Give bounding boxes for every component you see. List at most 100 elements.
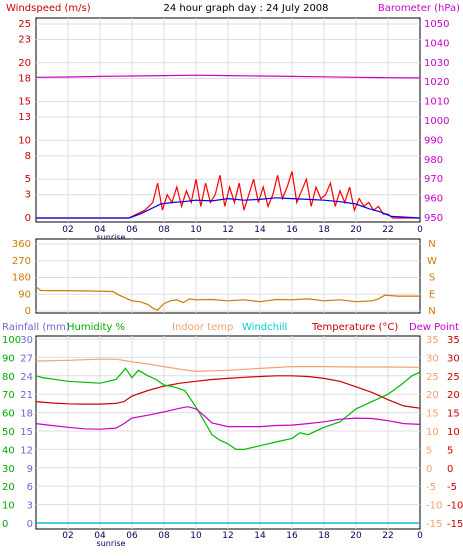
temperature-tick-label: 15: [447, 409, 460, 420]
rainfall-tick-label: 15: [20, 427, 33, 438]
x-tick-label: 06: [126, 225, 138, 235]
x-tick-label: 0: [417, 225, 423, 235]
legend-humidity: Humidity %: [67, 322, 125, 333]
temperature-tick-label: -15: [447, 519, 463, 530]
panel-1-left-axis: 0 3 5 8 10 13 15 18 20 23 25: [18, 19, 31, 224]
y-right-tick-label: 970: [424, 174, 443, 185]
panel-3-series: [35, 358, 421, 524]
y-left-tick-label: 23: [18, 35, 31, 46]
x-tick-label: 10: [190, 225, 202, 235]
y-left-tick-label: 0: [25, 213, 31, 224]
compass-tick-label: E: [429, 289, 435, 300]
x-tick-label: 14: [254, 531, 266, 541]
series-dew-point: [35, 406, 421, 430]
temperature-tick-label: 10: [447, 427, 460, 438]
x-tick-label: 12: [222, 225, 233, 235]
y-right-tick-label: 1020: [424, 77, 449, 88]
temperature-tick-label: 0: [447, 464, 453, 475]
y-left-tick-label: 25: [18, 19, 31, 30]
rainfall-tick-label: 6: [27, 482, 33, 493]
panel-1-title: 24 hour graph day : 24 July 2008: [163, 3, 328, 14]
legend-dew-point: Dew Point: [409, 322, 459, 333]
x-tick-label: 08: [158, 225, 170, 235]
y-left-tick-label: 13: [18, 112, 31, 123]
y-right-tick-label: 980: [424, 155, 443, 166]
y-left-tick-label: 0: [25, 306, 31, 317]
rainfall-tick-label: 12: [20, 445, 33, 456]
y-left-tick-label: 20: [18, 58, 31, 69]
humidity-tick-label: 40: [2, 445, 15, 456]
legend-windchill: Windchill: [242, 322, 287, 333]
temperature-tick-label: 10: [426, 427, 439, 438]
temperature-tick-label: -5: [447, 482, 457, 493]
humidity-tick-label: 60: [2, 409, 15, 420]
series-barometer-hpa: [35, 74, 421, 79]
rainfall-tick-label: 9: [27, 464, 33, 475]
temperature-tick-label: 0: [426, 464, 432, 475]
rainfall-tick-label: 30: [20, 335, 33, 346]
x-tick-label: 16: [286, 531, 298, 541]
x-tick-label: 10: [190, 531, 202, 541]
y-right-tick-label: 1010: [424, 97, 449, 108]
x-tick-label: 02: [62, 225, 73, 235]
rainfall-tick-label: 0: [27, 519, 33, 530]
temperature-tick-label: 35: [426, 335, 439, 346]
x-tick-label: 06: [126, 531, 138, 541]
humidity-tick-label: 0: [2, 519, 8, 530]
humidity-tick-label: 100: [2, 335, 21, 346]
y-left-tick-label: 15: [18, 97, 31, 108]
panel-3-x-axis: 02 04 06 08 10 12 14 16 18 20 22 0: [62, 531, 423, 541]
temperature-tick-label: 25: [447, 372, 460, 383]
y-left-tick-label: 18: [18, 73, 31, 84]
temperature-tick-label: 30: [447, 353, 460, 364]
panel-1-right-label: Barometer (hPa): [378, 3, 460, 14]
series-windspeed-m-s: [36, 171, 420, 219]
y-left-tick-label: 3: [25, 190, 31, 201]
legend-temperature: Temperature (°C): [311, 322, 398, 333]
panel-3-humidity-axis: 0 10 20 30 40 50 60 70 80 90 100: [2, 335, 21, 530]
legend-rainfall: Rainfall (mm): [2, 322, 70, 333]
temperature-tick-label: -5: [426, 482, 436, 493]
series-wind-direction: [35, 286, 420, 311]
rainfall-tick-label: 24: [20, 372, 33, 383]
temperature-tick-label: 25: [426, 372, 439, 383]
temperature-tick-label: 20: [426, 390, 439, 401]
humidity-tick-label: 10: [2, 501, 15, 512]
x-tick-label: 22: [382, 225, 393, 235]
y-right-tick-label: 1040: [424, 38, 449, 49]
humidity-tick-label: 80: [2, 372, 15, 383]
y-left-tick-label: 5: [25, 174, 31, 185]
y-right-tick-label: 960: [424, 194, 443, 205]
temperature-tick-label: -15: [426, 519, 442, 530]
y-right-tick-label: 1030: [424, 58, 449, 69]
y-right-tick-label: 1000: [424, 116, 449, 127]
series-indoor-temp: [35, 358, 421, 373]
compass-tick-label: N: [428, 239, 435, 250]
rainfall-tick-label: 21: [20, 390, 33, 401]
x-tick-label: 08: [158, 531, 170, 541]
panel-1-sunrise: sunrise: [97, 233, 126, 242]
panel-1-x-axis: 02 04 06 08 10 12 14 16 18 20 22 0: [62, 225, 423, 235]
panel-3-sunrise: sunrise: [97, 539, 126, 548]
x-tick-label: 0: [417, 531, 423, 541]
y-left-tick-label: 360: [12, 239, 31, 250]
temperature-tick-label: 5: [447, 445, 453, 456]
y-right-tick-label: 950: [424, 213, 443, 224]
y-left-tick-label: 270: [12, 256, 31, 267]
panel-2-left-axis: 0 90 180 270 360: [12, 239, 31, 317]
series-temperature-c: [35, 375, 421, 409]
temperature-tick-label: -10: [426, 501, 442, 512]
x-tick-label: 04: [94, 225, 106, 235]
x-tick-label: 02: [62, 531, 73, 541]
y-left-tick-label: 8: [25, 151, 31, 162]
x-tick-label: 12: [222, 531, 233, 541]
series-humidity: [35, 367, 421, 450]
panel-1-series: [35, 74, 421, 219]
legend-indoor-temp: Indoor temp: [172, 322, 233, 333]
temperature-tick-label: 30: [426, 353, 439, 364]
rainfall-tick-label: 27: [20, 353, 33, 364]
temperature-tick-label: 5: [426, 445, 432, 456]
